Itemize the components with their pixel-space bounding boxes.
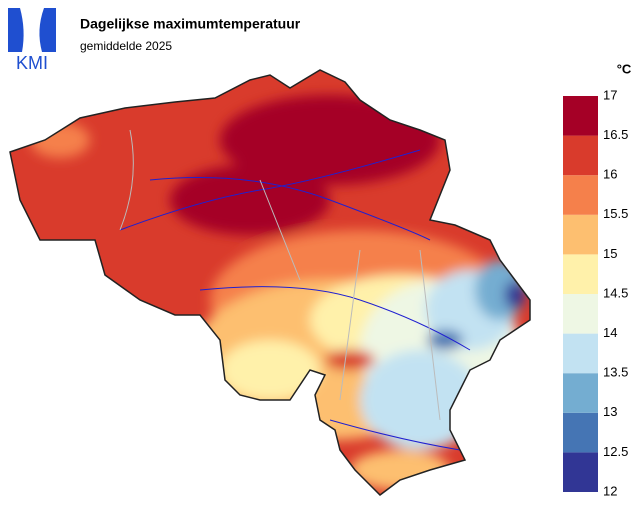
subtitle: gemiddelde 2025 [80,39,172,53]
legend-label: 12.5 [603,444,628,459]
legend-swatch [563,175,598,215]
logo-text: KMI [16,53,48,73]
logo: KMI [8,8,56,73]
legend-label: 16 [603,167,617,182]
legend-unit: °C [617,61,632,76]
map [10,70,530,495]
legend-swatch [563,452,598,492]
legend-label: 17 [603,87,617,102]
border [9,69,531,496]
legend-swatch [563,333,598,374]
legend-swatch [563,412,598,453]
legend-label: 16.5 [603,127,628,142]
legend-swatch [563,254,598,294]
legend-label: 15 [603,246,617,261]
legend: 12 12.5 13 13.5 14 14.5 15 15.5 16 16.5 17 [563,87,628,498]
legend-label: 13 [603,404,617,419]
legend-swatch [563,294,598,334]
legend-label: 15.5 [603,206,628,221]
legend-swatch [563,135,598,176]
legend-label: 13.5 [603,365,628,380]
legend-label: 14 [603,325,617,340]
legend-label: 14.5 [603,285,628,300]
legend-swatch [563,96,598,136]
legend-swatch [563,373,598,413]
legend-swatch [563,214,598,255]
legend-label: 12 [603,483,617,498]
title: Dagelijkse maximumtemperatuur [80,16,301,32]
